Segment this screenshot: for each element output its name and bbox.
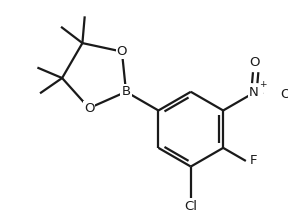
Text: O: O [84, 102, 94, 115]
Text: O: O [117, 45, 127, 58]
Text: O: O [250, 57, 260, 70]
Text: O: O [280, 88, 288, 101]
Text: F: F [249, 154, 257, 167]
Text: Cl: Cl [184, 200, 197, 213]
Text: N: N [249, 86, 259, 99]
Text: B: B [122, 85, 130, 98]
Text: +: + [259, 80, 267, 89]
